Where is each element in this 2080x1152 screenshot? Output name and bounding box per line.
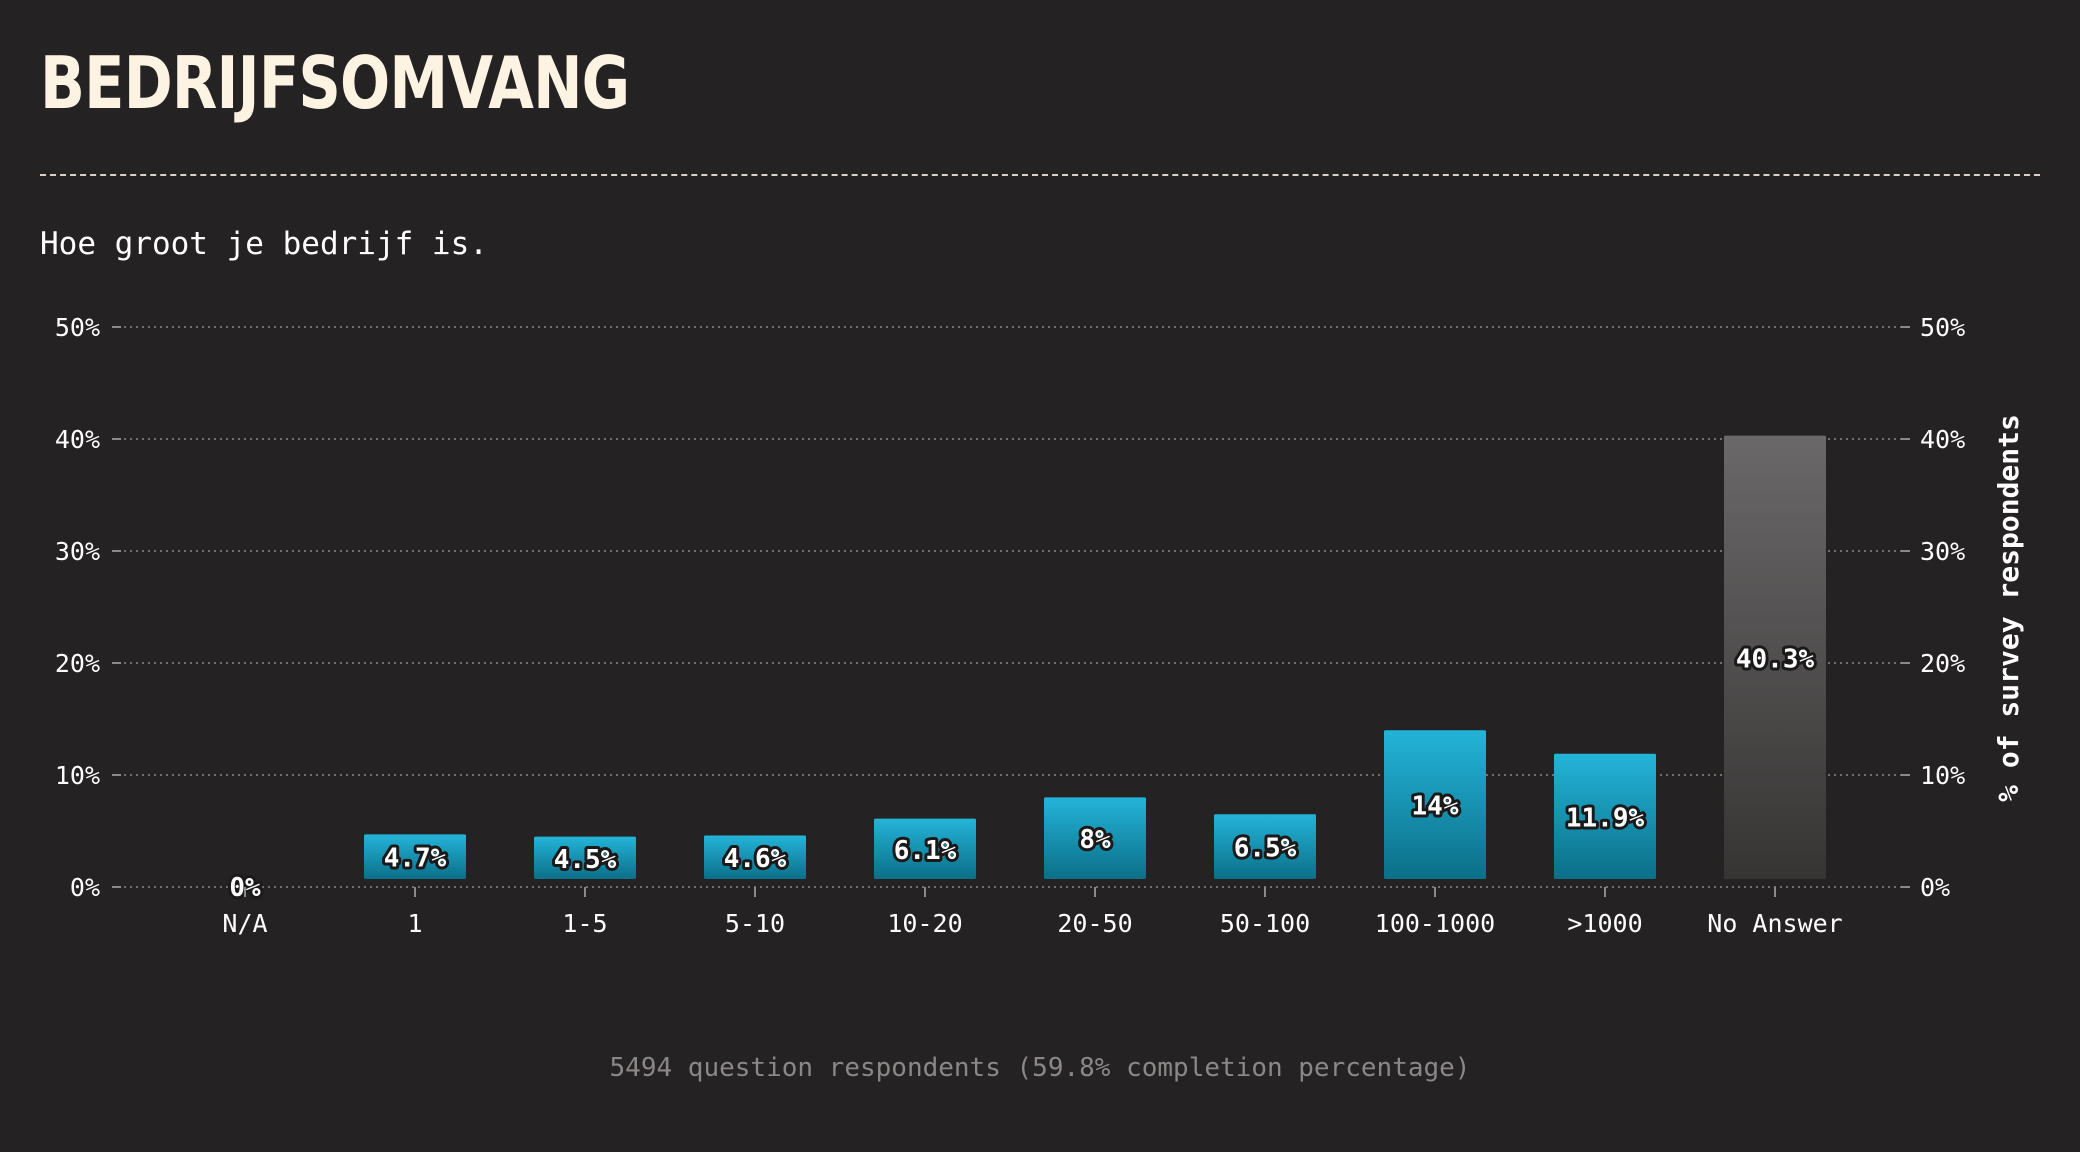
bar-1000: [1554, 753, 1656, 879]
x-tick-label: 5-10: [725, 909, 785, 938]
y-tick-label-left: 20%: [55, 649, 100, 678]
bar-1: [364, 834, 466, 879]
y-tick-label-left: 40%: [55, 425, 100, 454]
respondents-note: 5494 question respondents (59.8% complet…: [609, 1053, 1471, 1083]
x-tick-label: 20-50: [1057, 909, 1132, 938]
x-tick-label: 1-5: [562, 909, 607, 938]
y-tick-label-right: 50%: [1920, 313, 1965, 342]
bar-no-answer: [1724, 435, 1826, 879]
x-tick-label: 100-1000: [1375, 909, 1495, 938]
bar-50-100: [1214, 814, 1316, 879]
page-title: BEDRIJFSOMVANG: [40, 41, 630, 125]
bar-value-label: 11.9%: [1566, 803, 1645, 833]
x-tick-label: No Answer: [1707, 909, 1842, 938]
x-tick-label: N/A: [222, 909, 267, 938]
chart-subtitle: Hoe groot je bedrijf is.: [40, 226, 488, 262]
bar-value-label: 4.6%: [724, 844, 787, 874]
y-tick-label-left: 10%: [55, 761, 100, 790]
title-divider: [40, 174, 2040, 176]
y-tick-label-right: 0%: [1920, 873, 1950, 902]
y-axis-title: % of survey respondents: [1992, 414, 2025, 802]
gridlines: 0% 0% 10% 10% 20% 20% 30% 30% 40% 40% 50% 50%: [55, 313, 1965, 902]
bar-value-label: 8%: [1079, 825, 1111, 855]
bar-100-1000: [1384, 730, 1486, 879]
bar-value-label: 4.7%: [384, 844, 447, 874]
y-tick-label-left: 30%: [55, 537, 100, 566]
bar-value-label: 14%: [1412, 792, 1459, 822]
y-tick-label-left: 50%: [55, 313, 100, 342]
bars: [364, 435, 1826, 879]
x-axis: N/A 1 1-5 5-10 10-20 20-50 50-100 100-1000 >1000…: [222, 887, 1843, 938]
bar-value-label: 4.5%: [554, 845, 617, 875]
bar-10-20: [874, 818, 976, 879]
bar-value-label: 6.5%: [1234, 834, 1297, 864]
bar-value-label: 40.3%: [1736, 644, 1815, 674]
bar-5-10: [704, 835, 806, 879]
y-tick-label-right: 30%: [1920, 537, 1965, 566]
x-tick-label: >1000: [1567, 909, 1642, 938]
x-tick-label: 50-100: [1220, 909, 1310, 938]
y-tick-label-left: 0%: [70, 873, 100, 902]
y-tick-label-right: 20%: [1920, 649, 1965, 678]
x-tick-label: 1: [407, 909, 422, 938]
bar-20-50: [1044, 797, 1146, 879]
bar-value-label: 6.1%: [894, 836, 957, 866]
y-tick-label-right: 10%: [1920, 761, 1965, 790]
y-tick-label-right: 40%: [1920, 425, 1965, 454]
bar-1-5: [534, 836, 636, 879]
x-tick-label: 10-20: [887, 909, 962, 938]
